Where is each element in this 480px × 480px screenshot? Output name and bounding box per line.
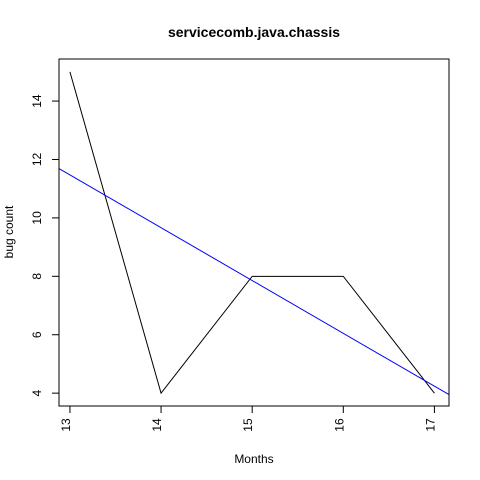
x-axis-ticks: 13 14 15 16 17 xyxy=(59,406,437,432)
x-tick-label: 14 xyxy=(150,418,164,432)
y-tick-label: 4 xyxy=(30,389,44,396)
x-axis-label: Months xyxy=(234,452,273,466)
x-tick-label: 13 xyxy=(59,418,73,432)
x-tick-label: 15 xyxy=(241,418,255,432)
trend-line xyxy=(58,168,450,396)
y-tick-label: 6 xyxy=(30,331,44,338)
series-layer xyxy=(58,71,450,396)
y-tick-label: 10 xyxy=(30,211,44,225)
y-tick-label: 14 xyxy=(30,94,44,108)
plot-frame xyxy=(58,58,450,407)
y-axis-label: bug count xyxy=(2,205,16,258)
y-tick-label: 12 xyxy=(30,152,44,166)
x-tick-label: 16 xyxy=(332,418,346,432)
x-tick-label: 17 xyxy=(423,418,437,432)
chart-title: servicecomb.java.chassis xyxy=(168,24,340,40)
y-axis-ticks: 4 6 8 10 12 14 xyxy=(30,94,59,396)
series-line-1 xyxy=(69,71,435,395)
y-tick-label: 8 xyxy=(30,273,44,280)
